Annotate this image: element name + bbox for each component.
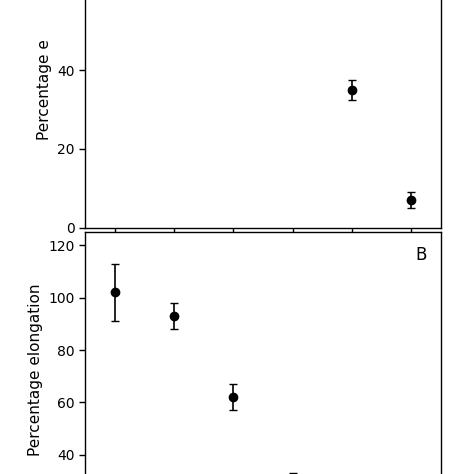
Y-axis label: Percentage e: Percentage e (36, 40, 52, 140)
Text: B: B (415, 246, 427, 264)
X-axis label: IAA concentration (nmol/L): IAA concentration (nmol/L) (152, 257, 374, 275)
Y-axis label: Percentage elongation: Percentage elongation (28, 283, 43, 456)
